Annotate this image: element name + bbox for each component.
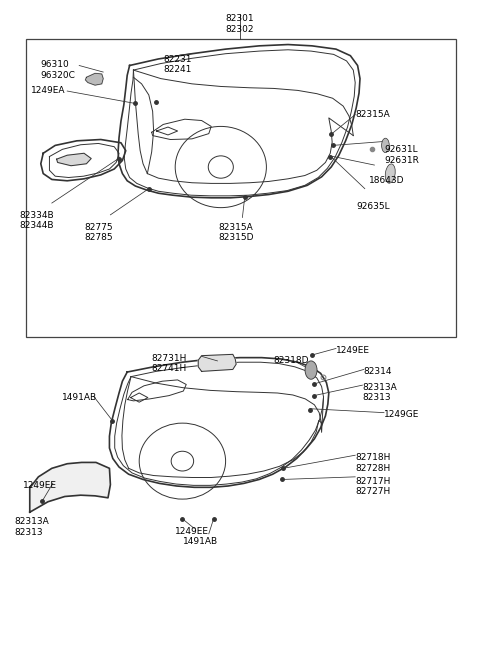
Text: 82731H
82741H: 82731H 82741H <box>151 354 187 373</box>
Text: 82334B
82344B: 82334B 82344B <box>19 211 54 231</box>
Text: 82775
82785: 82775 82785 <box>84 223 113 242</box>
Bar <box>26 39 456 337</box>
Text: 82717H
82727H: 82717H 82727H <box>355 477 391 496</box>
Text: 82314: 82314 <box>364 367 392 376</box>
Text: 1491AB: 1491AB <box>183 537 218 546</box>
Text: 18643D: 18643D <box>369 176 404 185</box>
Ellipse shape <box>382 138 389 153</box>
Text: 1249GE: 1249GE <box>384 410 420 419</box>
Polygon shape <box>57 153 91 166</box>
Text: 82315A: 82315A <box>355 110 390 119</box>
Text: 82315A
82315D: 82315A 82315D <box>218 223 254 242</box>
Polygon shape <box>85 73 103 85</box>
Text: 82231
82241: 82231 82241 <box>163 55 192 75</box>
Text: 82313A
82313: 82313A 82313 <box>14 517 49 537</box>
Text: 92631L
92631R: 92631L 92631R <box>384 145 419 165</box>
Text: 1249EE: 1249EE <box>336 346 370 355</box>
Text: 82313A
82313: 82313A 82313 <box>362 383 397 402</box>
Text: 82301
82302: 82301 82302 <box>226 14 254 34</box>
Text: 1249EE: 1249EE <box>23 481 57 490</box>
Text: 82718H
82728H: 82718H 82728H <box>355 453 391 473</box>
Text: 96310
96320C: 96310 96320C <box>41 60 76 80</box>
Polygon shape <box>30 462 110 512</box>
Text: 1249EE: 1249EE <box>175 527 209 536</box>
Text: 82318D: 82318D <box>274 356 309 365</box>
Polygon shape <box>198 354 236 371</box>
Text: 1249EA: 1249EA <box>31 86 66 96</box>
Text: 1491AB: 1491AB <box>62 393 97 402</box>
Ellipse shape <box>305 361 317 379</box>
Text: 92635L: 92635L <box>356 202 390 211</box>
Ellipse shape <box>385 164 395 183</box>
